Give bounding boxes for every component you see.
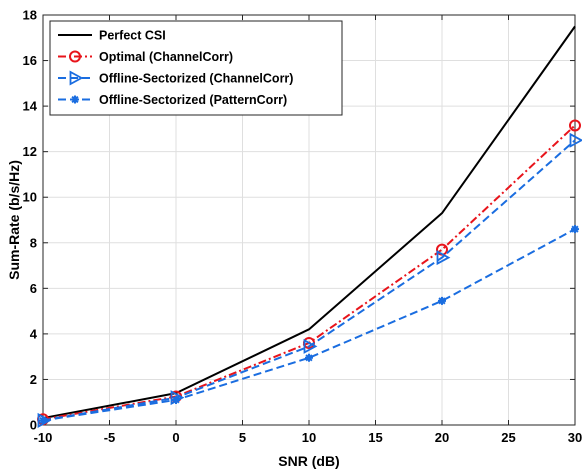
- series-line: [42, 139, 576, 422]
- series-4: [39, 225, 579, 425]
- x-tick-label: 15: [368, 430, 382, 445]
- y-tick-label: 14: [23, 99, 38, 114]
- data-point: [438, 296, 446, 305]
- x-tick-labels: -10 -5 0 5 10 15 20 25 30: [34, 430, 582, 445]
- legend-label: Perfect CSI: [99, 29, 166, 43]
- x-axis-label: SNR (dB): [278, 453, 339, 469]
- legend-entry: Offline-Sectorized (PatternCorr): [58, 93, 287, 107]
- data-point: [172, 395, 180, 404]
- legend-box: [49, 20, 343, 116]
- x-tick-label: 20: [435, 430, 449, 445]
- series-line: [42, 228, 576, 422]
- series-line: [42, 25, 576, 420]
- legend-entry: Offline-Sectorized (ChannelCorr): [58, 70, 293, 86]
- y-tick-label: 4: [30, 326, 38, 341]
- y-tick-label: 6: [30, 281, 37, 296]
- x-tick-label: 25: [501, 430, 515, 445]
- y-tick-label: 2: [30, 372, 37, 387]
- legend-label: Offline-Sectorized (ChannelCorr): [99, 72, 293, 86]
- x-tick-label: -5: [104, 430, 116, 445]
- y-tick-label: 10: [23, 190, 37, 205]
- legend-label: Offline-Sectorized (PatternCorr): [99, 93, 287, 107]
- axis-ticks: [42, 14, 576, 426]
- y-tick-label: 16: [23, 53, 37, 68]
- y-tick-label: 0: [30, 418, 37, 433]
- x-tick-label: 30: [568, 430, 582, 445]
- series-1: [42, 25, 576, 420]
- legend-entry: Perfect CSI: [58, 29, 166, 43]
- data-point: [571, 225, 579, 234]
- legend-entry: Optimal (ChannelCorr): [58, 50, 233, 64]
- y-tick-label: 18: [23, 8, 37, 23]
- series-lines: [37, 25, 582, 428]
- legend-marker: [69, 70, 84, 86]
- legend: Perfect CSI Optimal (ChannelCorr) Offline-…: [49, 20, 343, 116]
- legend-marker: [71, 95, 79, 104]
- x-tick-label: 0: [172, 430, 179, 445]
- data-point: [303, 338, 318, 354]
- y-tick-labels: 0 2 4 6 8 10 12 14 16 18: [23, 8, 38, 433]
- y-tick-label: 12: [23, 144, 37, 159]
- legend-label: Optimal (ChannelCorr): [99, 50, 233, 64]
- x-tick-label: 5: [239, 430, 246, 445]
- data-point: [569, 132, 582, 148]
- series-3: [37, 132, 582, 428]
- x-tick-label: 10: [302, 430, 316, 445]
- legend-marker: [69, 50, 81, 63]
- data-point: [436, 250, 451, 266]
- y-axis-label: Sum-Rate (b/s/Hz): [6, 160, 22, 280]
- x-tick-label: -10: [34, 430, 53, 445]
- y-tick-label: 8: [30, 235, 37, 250]
- legend-entries: Perfect CSI Optimal (ChannelCorr) Offline-…: [58, 29, 293, 107]
- data-point: [39, 416, 47, 425]
- data-point: [305, 353, 313, 362]
- data-point: [569, 119, 581, 132]
